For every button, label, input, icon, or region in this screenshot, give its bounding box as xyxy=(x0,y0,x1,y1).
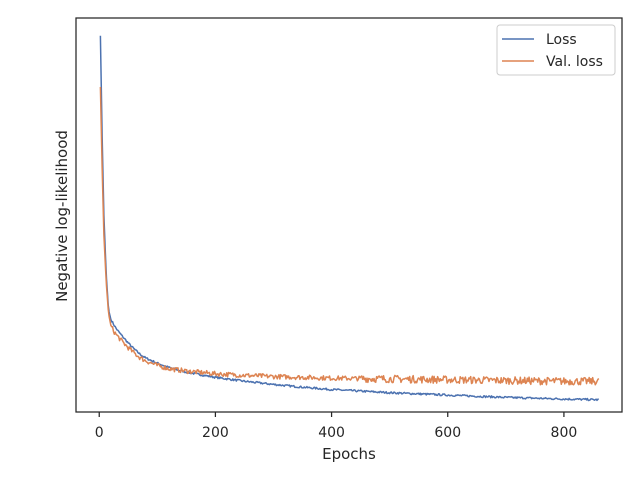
y-axis-label: Negative log-likelihood xyxy=(53,130,71,302)
x-axis-label: Epochs xyxy=(322,445,376,463)
legend-frame xyxy=(496,24,616,76)
legend: Loss Val. loss xyxy=(496,24,616,76)
plot-lines xyxy=(99,35,600,402)
x-axis-ticks: 0 200 400 600 800 xyxy=(95,412,578,441)
x-tick-label: 600 xyxy=(434,425,461,441)
series-line-val-loss xyxy=(99,86,600,386)
x-tick-label: 0 xyxy=(95,425,104,441)
x-tick-label: 800 xyxy=(551,425,578,441)
x-tick-label: 400 xyxy=(318,425,345,441)
series-line-loss xyxy=(99,35,599,402)
legend-label: Val. loss xyxy=(546,54,603,70)
x-tick-label: 200 xyxy=(202,425,229,441)
legend-label: Loss xyxy=(546,32,577,48)
plot-frame xyxy=(75,17,623,413)
